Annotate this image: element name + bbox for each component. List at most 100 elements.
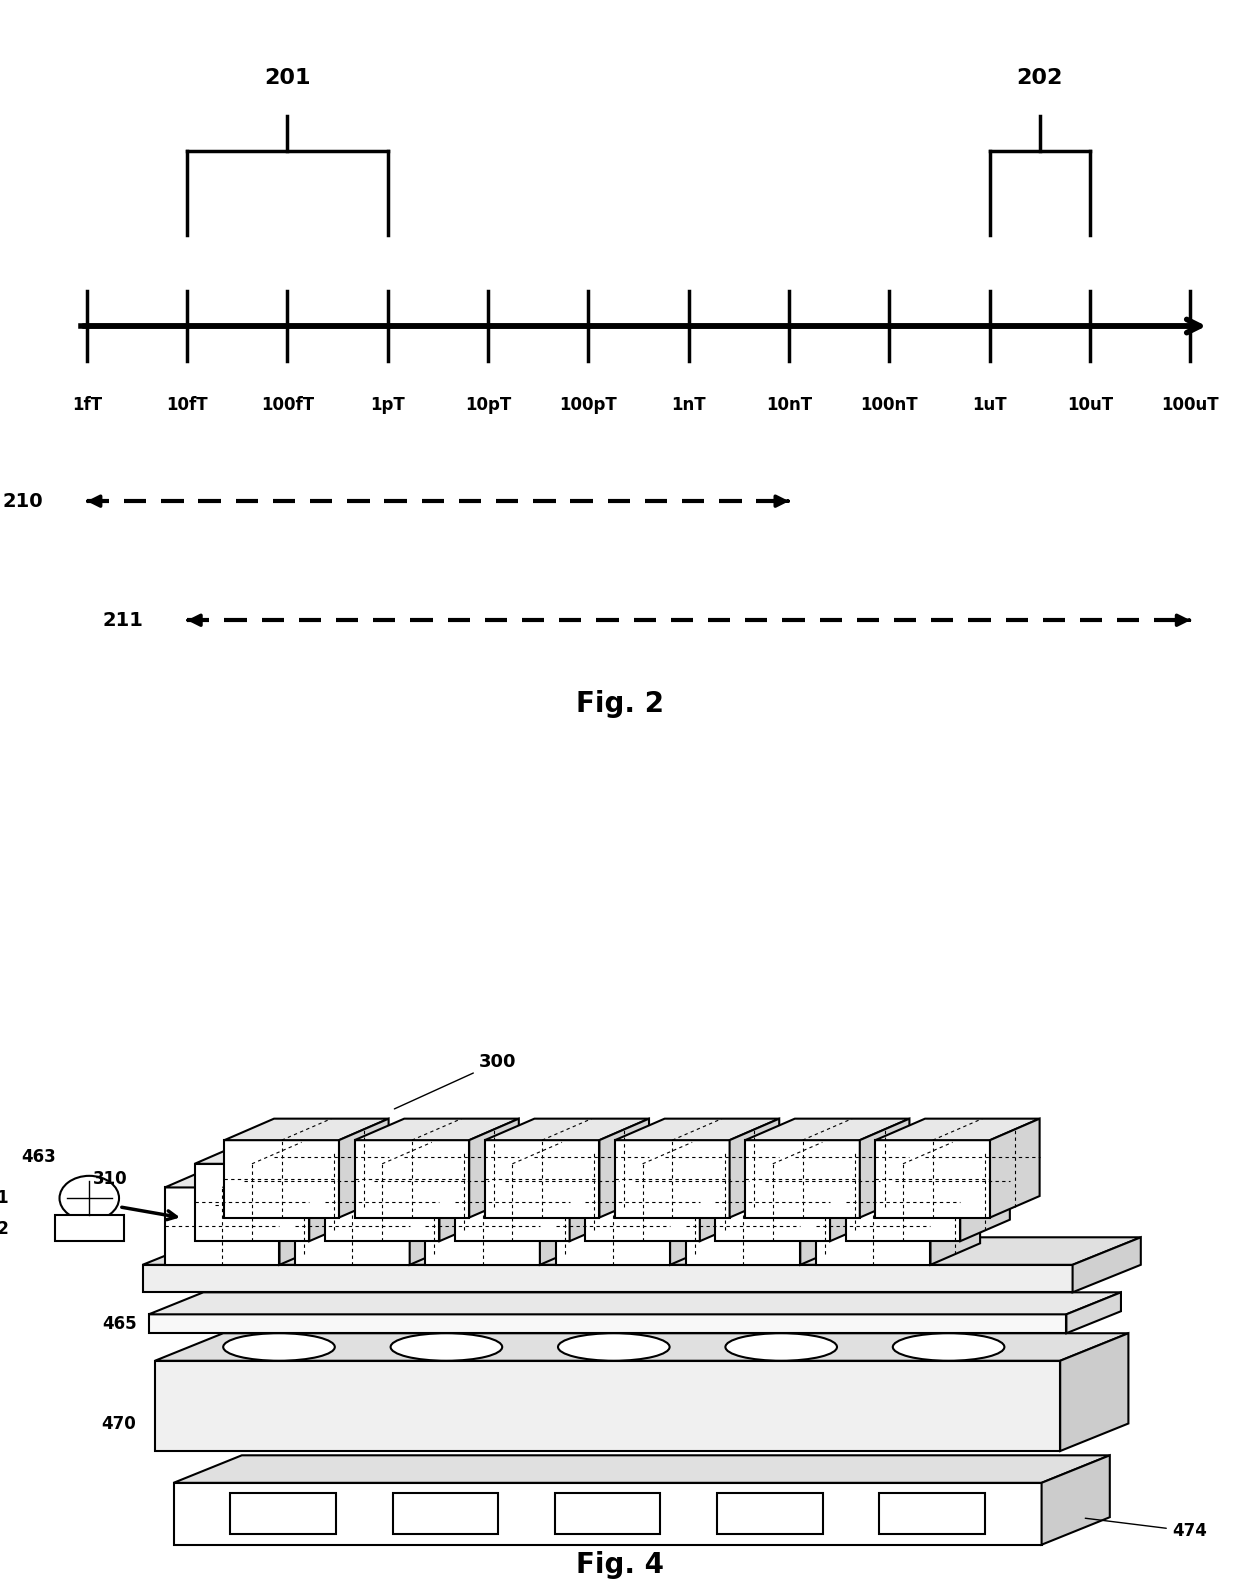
Polygon shape [224,1140,339,1218]
Text: Fig. 2: Fig. 2 [577,691,663,718]
Polygon shape [155,1361,1060,1450]
Polygon shape [930,1165,980,1264]
Polygon shape [231,1493,336,1535]
Polygon shape [55,1215,124,1242]
Polygon shape [699,1143,749,1242]
Text: 465: 465 [102,1315,136,1333]
Polygon shape [745,1119,909,1140]
Polygon shape [279,1165,329,1264]
Polygon shape [195,1164,309,1242]
Text: 1pT: 1pT [371,396,405,414]
Text: 1uT: 1uT [972,396,1007,414]
Text: 1nT: 1nT [671,396,706,414]
Text: Fig. 4: Fig. 4 [577,1551,663,1579]
Polygon shape [816,1188,930,1264]
Polygon shape [309,1143,358,1242]
Polygon shape [143,1264,1073,1293]
Text: 461: 461 [0,1189,9,1207]
Polygon shape [1066,1293,1121,1333]
Text: 211: 211 [103,611,144,630]
Polygon shape [355,1119,518,1140]
Polygon shape [439,1143,489,1242]
Text: 10pT: 10pT [465,396,511,414]
Polygon shape [585,1164,699,1242]
Polygon shape [599,1119,649,1218]
Text: 300: 300 [394,1052,516,1110]
Polygon shape [539,1165,589,1264]
Polygon shape [686,1188,800,1264]
Polygon shape [960,1143,1009,1242]
Polygon shape [155,1333,1128,1361]
Polygon shape [469,1119,518,1218]
Text: 474: 474 [1085,1519,1207,1539]
Text: 10fT: 10fT [166,396,208,414]
Ellipse shape [391,1333,502,1361]
Polygon shape [816,1165,980,1188]
Polygon shape [686,1165,849,1188]
Polygon shape [830,1143,879,1242]
Polygon shape [425,1165,589,1188]
Text: 202: 202 [1017,68,1063,88]
Text: 310: 310 [93,1170,128,1188]
Polygon shape [615,1119,779,1140]
Text: 100uT: 100uT [1162,396,1219,414]
Polygon shape [879,1493,985,1535]
Ellipse shape [725,1333,837,1361]
Polygon shape [615,1140,729,1218]
Ellipse shape [60,1176,119,1221]
Polygon shape [729,1119,779,1218]
Polygon shape [556,1188,670,1264]
Ellipse shape [893,1333,1004,1361]
Text: 100pT: 100pT [559,396,618,414]
Polygon shape [1073,1237,1141,1293]
Polygon shape [325,1164,439,1242]
Polygon shape [295,1165,459,1188]
Polygon shape [195,1143,358,1164]
Polygon shape [325,1143,489,1164]
Polygon shape [355,1140,469,1218]
Ellipse shape [223,1333,335,1361]
Polygon shape [556,1493,660,1535]
Polygon shape [485,1119,649,1140]
Polygon shape [715,1164,830,1242]
Text: 210: 210 [2,492,43,511]
Polygon shape [569,1143,619,1242]
Text: 472: 472 [0,1219,9,1239]
Polygon shape [339,1119,388,1218]
Polygon shape [990,1119,1039,1218]
Text: 100nT: 100nT [861,396,919,414]
Polygon shape [800,1165,849,1264]
Polygon shape [409,1165,459,1264]
Text: 470: 470 [102,1415,136,1433]
Polygon shape [174,1455,1110,1482]
Polygon shape [846,1143,1009,1164]
Polygon shape [149,1293,1121,1315]
Polygon shape [745,1140,859,1218]
Polygon shape [455,1143,619,1164]
Polygon shape [295,1188,409,1264]
Polygon shape [149,1315,1066,1333]
Polygon shape [670,1165,719,1264]
Polygon shape [425,1188,539,1264]
Polygon shape [165,1165,329,1188]
Text: 201: 201 [264,68,311,88]
Polygon shape [143,1237,1141,1264]
Polygon shape [1060,1333,1128,1450]
Polygon shape [485,1140,599,1218]
Polygon shape [455,1164,569,1242]
Polygon shape [224,1119,388,1140]
Polygon shape [585,1143,749,1164]
Polygon shape [875,1119,1039,1140]
Polygon shape [846,1164,960,1242]
Polygon shape [717,1493,822,1535]
Polygon shape [1042,1455,1110,1544]
Polygon shape [556,1165,719,1188]
Polygon shape [174,1482,1042,1544]
Text: 463: 463 [21,1148,56,1167]
Polygon shape [715,1143,879,1164]
Text: 10nT: 10nT [766,396,812,414]
Ellipse shape [558,1333,670,1361]
Polygon shape [875,1140,990,1218]
Text: 100fT: 100fT [260,396,314,414]
Text: 10uT: 10uT [1066,396,1114,414]
